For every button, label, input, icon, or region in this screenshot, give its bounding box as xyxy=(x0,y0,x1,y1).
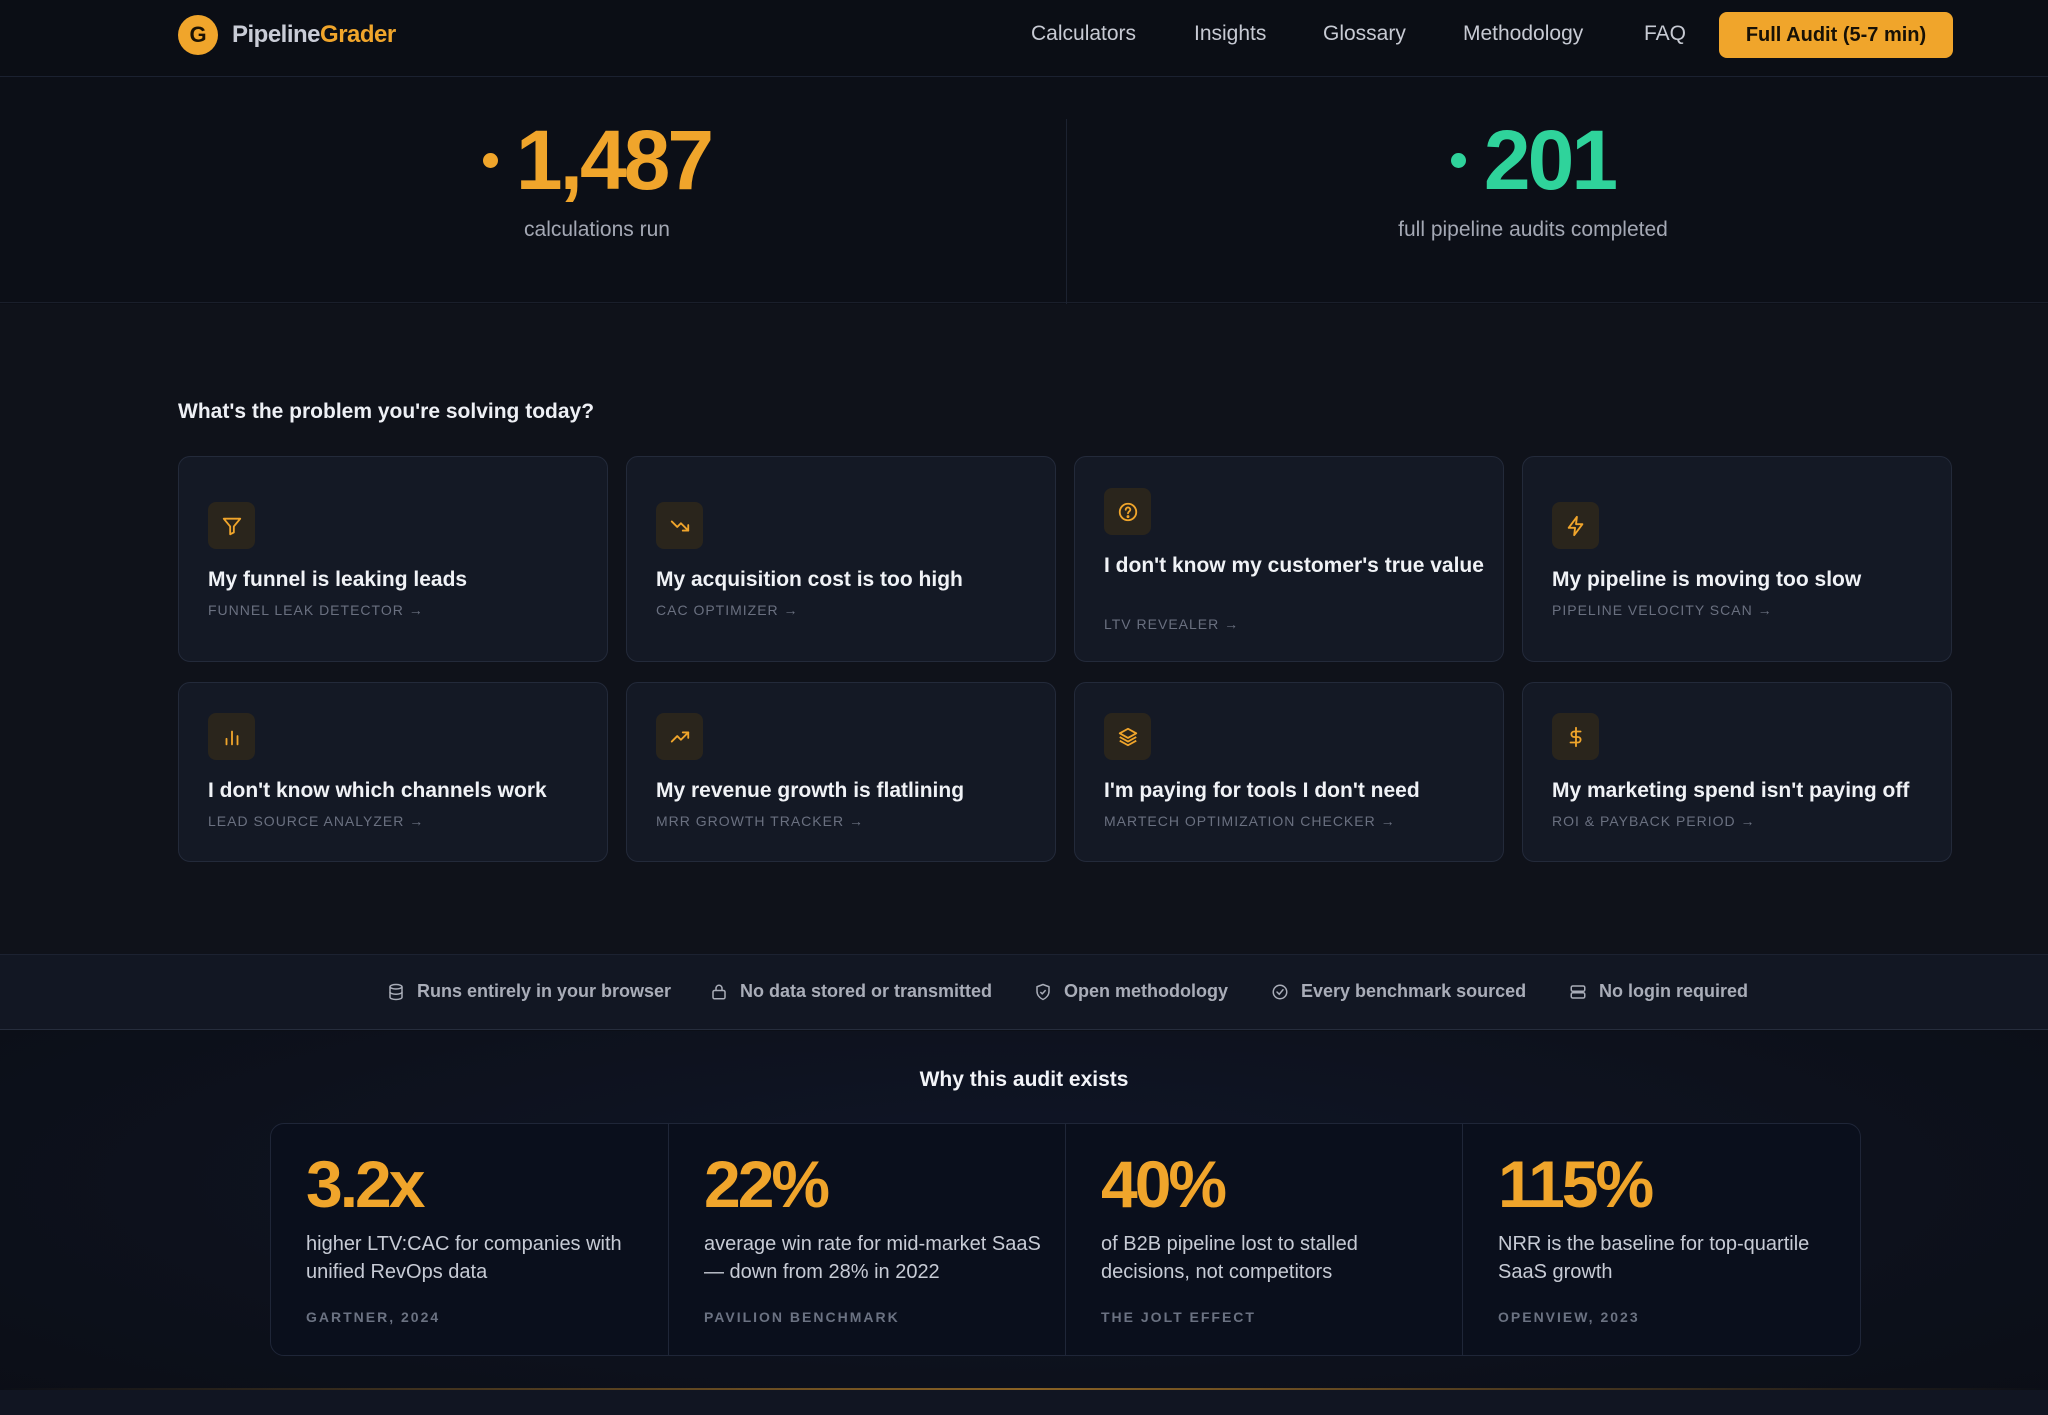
lock-icon xyxy=(712,984,726,999)
card-title: I don't know my customer's true value xyxy=(1104,554,1484,577)
brand-name-part1: Pipeline xyxy=(232,21,321,48)
trust-item-no-data: No data stored or transmitted xyxy=(710,981,992,1002)
why-stat-ltv-cac: 3.2x higher LTV:CAC for companies with u… xyxy=(271,1124,668,1355)
problem-card-ltv[interactable]: I don't know my customer's true value LT… xyxy=(1074,456,1504,662)
shield-check-icon xyxy=(1036,983,1050,1000)
problem-card-channels[interactable]: I don't know which channels work LEAD SO… xyxy=(178,682,608,862)
trending-down-icon xyxy=(656,502,703,549)
problem-card-cac[interactable]: My acquisition cost is too high CAC OPTI… xyxy=(626,456,1056,662)
dollar-icon xyxy=(1552,713,1599,760)
problem-card-velocity[interactable]: My pipeline is moving too slow PIPELINE … xyxy=(1522,456,1952,662)
trust-label: No login required xyxy=(1599,981,1749,1001)
stat-label: full pipeline audits completed xyxy=(1398,218,1668,241)
trust-label: No data stored or transmitted xyxy=(740,981,993,1001)
card-link[interactable]: LTV REVEALER → xyxy=(1104,616,1240,632)
card-title: My funnel is leaking leads xyxy=(208,568,468,591)
trust-label: Runs entirely in your browser xyxy=(417,981,672,1001)
stat-label: calculations run xyxy=(524,218,670,241)
stats-divider xyxy=(1066,119,1067,319)
card-title: My marketing spend isn't paying off xyxy=(1552,779,1910,802)
stat-value-row: 201 xyxy=(1021,115,2045,205)
top-nav: G PipelineGrader Calculators Insights Gl… xyxy=(0,0,2048,77)
why-stats-panel: 3.2x higher LTV:CAC for companies with u… xyxy=(270,1123,1861,1356)
question-circle-icon xyxy=(1104,488,1151,535)
card-link[interactable]: ROI & PAYBACK PERIOD → xyxy=(1552,813,1756,829)
section-divider xyxy=(0,1388,2048,1390)
card-title: I don't know which channels work xyxy=(208,779,547,802)
why-stat-desc: of B2B pipeline lost to stalled decision… xyxy=(1101,1233,1358,1283)
why-stat-desc: higher LTV:CAC for companies with unifie… xyxy=(306,1233,622,1283)
trust-item-methodology: Open methodology xyxy=(1034,981,1228,1002)
brand-name-part2: Grader xyxy=(320,21,396,48)
card-title: My revenue growth is flatlining xyxy=(656,779,965,802)
status-dot-icon xyxy=(482,152,498,168)
stat-value-row: 1,487 xyxy=(85,115,1109,205)
trust-label: Open methodology xyxy=(1064,981,1228,1001)
card-link[interactable]: LEAD SOURCE ANALYZER → xyxy=(208,813,425,829)
status-dot-icon xyxy=(1450,152,1466,168)
problems-section: What's the problem you're solving today?… xyxy=(0,304,2048,954)
logo-mark-icon: G xyxy=(178,15,218,55)
trending-up-icon xyxy=(656,713,703,760)
why-stat-desc: NRR is the baseline for top-quartile Saa… xyxy=(1498,1233,1810,1283)
trust-bar: Runs entirely in your browser No data st… xyxy=(0,954,2048,1030)
nav-link-glossary[interactable]: Glossary xyxy=(1323,22,1406,45)
why-stat-source: OPENVIEW, 2023 xyxy=(1498,1309,1640,1325)
why-stat-source: THE JOLT EFFECT xyxy=(1101,1309,1256,1325)
layers-icon xyxy=(1104,713,1151,760)
card-link[interactable]: MRR GROWTH TRACKER → xyxy=(656,813,864,829)
card-title: My pipeline is moving too slow xyxy=(1552,568,1862,591)
why-stat-source: GARTNER, 2024 xyxy=(306,1309,441,1325)
card-link[interactable]: CAC OPTIMIZER → xyxy=(656,602,799,618)
problem-card-mrr[interactable]: My revenue growth is flatlining MRR GROW… xyxy=(626,682,1056,862)
problem-card-roi[interactable]: My marketing spend isn't paying off ROI … xyxy=(1522,682,1952,862)
why-stat-value: 40% xyxy=(1101,1147,1227,1221)
brand-logo[interactable]: G PipelineGrader xyxy=(178,15,396,55)
server-icon xyxy=(1570,984,1586,999)
nav-link-methodology[interactable]: Methodology xyxy=(1463,22,1584,45)
why-stat-nrr: 115% NRR is the baseline for top-quartil… xyxy=(1462,1124,1860,1355)
trust-item-browser: Runs entirely in your browser xyxy=(387,981,671,1002)
full-audit-button[interactable]: Full Audit (5-7 min) xyxy=(1719,12,1953,58)
problem-card-martech[interactable]: I'm paying for tools I don't need MARTEC… xyxy=(1074,682,1504,862)
why-stat-pipeline-lost: 40% of B2B pipeline lost to stalled deci… xyxy=(1065,1124,1462,1355)
stat-calculations: 1,487 calculations run xyxy=(85,77,1109,303)
problems-question: What's the problem you're solving today? xyxy=(178,400,595,423)
stat-value: 1,487 xyxy=(515,113,714,207)
why-stat-win-rate: 22% average win rate for mid-market SaaS… xyxy=(668,1124,1065,1355)
bar-chart-icon xyxy=(208,713,255,760)
trust-label: Every benchmark sourced xyxy=(1301,981,1527,1001)
stat-audits: 201 full pipeline audits completed xyxy=(1021,77,2045,303)
problem-card-funnel[interactable]: My funnel is leaking leads FUNNEL LEAK D… xyxy=(178,456,608,662)
check-circle-icon xyxy=(1272,984,1288,999)
why-title: Why this audit exists xyxy=(919,1068,1129,1091)
stats-section: 1,487 calculations run 201 full pipeline… xyxy=(0,77,2048,319)
card-title: I'm paying for tools I don't need xyxy=(1104,779,1420,802)
why-section: Why this audit exists 3.2x higher LTV:CA… xyxy=(0,1031,2048,1415)
brand-name: PipelineGrader xyxy=(232,21,396,49)
card-link[interactable]: FUNNEL LEAK DETECTOR → xyxy=(208,602,424,618)
card-link[interactable]: PIPELINE VELOCITY SCAN → xyxy=(1552,602,1773,618)
why-stat-value: 22% xyxy=(704,1147,830,1221)
card-link[interactable]: MARTECH OPTIMIZATION CHECKER → xyxy=(1104,813,1396,829)
why-stat-value: 3.2x xyxy=(306,1147,425,1221)
database-icon xyxy=(389,983,403,1000)
trust-item-no-login: No login required xyxy=(1569,981,1748,1002)
why-stat-source: PAVILION BENCHMARK xyxy=(704,1309,900,1325)
funnel-icon xyxy=(208,502,255,549)
nav-link-calculators[interactable]: Calculators xyxy=(1031,22,1137,45)
nav-link-insights[interactable]: Insights xyxy=(1194,22,1267,45)
nav-link-faq[interactable]: FAQ xyxy=(1644,22,1687,45)
why-stat-desc: average win rate for mid-market SaaS — d… xyxy=(704,1233,1041,1283)
next-section-edge xyxy=(0,1390,2048,1415)
why-stat-value: 115% xyxy=(1498,1147,1654,1221)
card-title: My acquisition cost is too high xyxy=(656,568,963,591)
lightning-icon xyxy=(1552,502,1599,549)
trust-item-benchmark: Every benchmark sourced xyxy=(1271,981,1526,1002)
stat-value: 201 xyxy=(1483,113,1618,207)
